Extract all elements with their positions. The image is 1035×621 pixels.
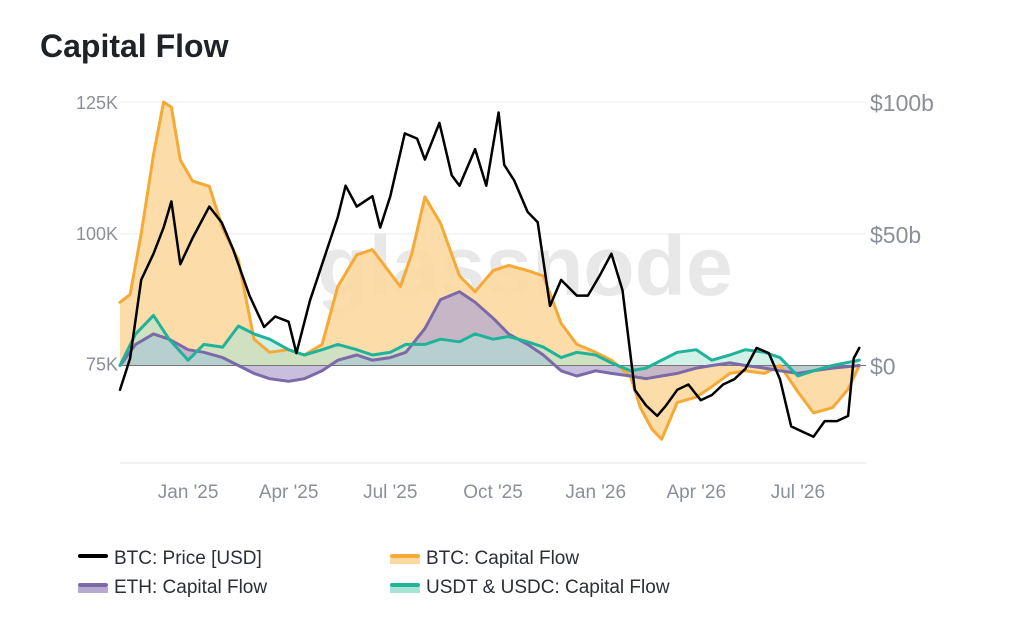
x-tick-label: Apr '25 (259, 482, 319, 503)
legend-label-btc-flow: BTC: Capital Flow (426, 548, 580, 569)
legend-label-stable-flow: USDT & USDC: Capital Flow (426, 577, 670, 598)
x-tick-label: Jul '26 (771, 482, 825, 503)
legend-item-eth-flow[interactable]: ETH: Capital Flow (78, 577, 267, 599)
y-right-tick-label: $50b (870, 222, 921, 248)
line-stable-flow (118, 313, 861, 378)
legend-swatch-stable-flow (390, 583, 420, 593)
axis-ticks: 75K 100K 125K $0 $50b $100b Jan '25 Apr '25 Jul … (76, 90, 934, 503)
legend-label-btc-price: BTC: Price [USD] (114, 548, 262, 569)
line-btc-flow (118, 100, 861, 441)
legend-item-btc-flow[interactable]: BTC: Capital Flow (390, 548, 579, 570)
series-lines (118, 100, 861, 441)
x-tick-label: Jan '25 (158, 482, 219, 503)
legend-item-stable-flow[interactable]: USDT & USDC: Capital Flow (390, 577, 670, 599)
line-btc-price (118, 111, 861, 439)
legend-swatch-eth-flow (78, 583, 108, 593)
y-left-tick-label: 75K (86, 355, 118, 375)
y-right-tick-label: $0 (870, 354, 896, 380)
x-tick-label: Apr '26 (666, 482, 726, 503)
legend-swatch-btc-price (78, 554, 108, 564)
legend-swatch-btc-flow (390, 554, 420, 564)
legend-label-eth-flow: ETH: Capital Flow (114, 577, 268, 598)
line-eth-flow (118, 290, 861, 383)
legend-item-btc-price[interactable]: BTC: Price [USD] (78, 548, 262, 570)
y-right-tick-label: $100b (870, 90, 934, 116)
x-tick-label: Oct '25 (463, 482, 523, 503)
area-stable-flow (120, 315, 860, 376)
x-tick-label: Jan '26 (565, 482, 626, 503)
area-eth-flow (120, 291, 860, 382)
y-left-tick-label: 125K (76, 93, 118, 113)
chart-title: Capital Flow (40, 28, 229, 64)
y-left-tick-label: 100K (76, 224, 118, 244)
x-tick-label: Jul '25 (363, 482, 417, 503)
